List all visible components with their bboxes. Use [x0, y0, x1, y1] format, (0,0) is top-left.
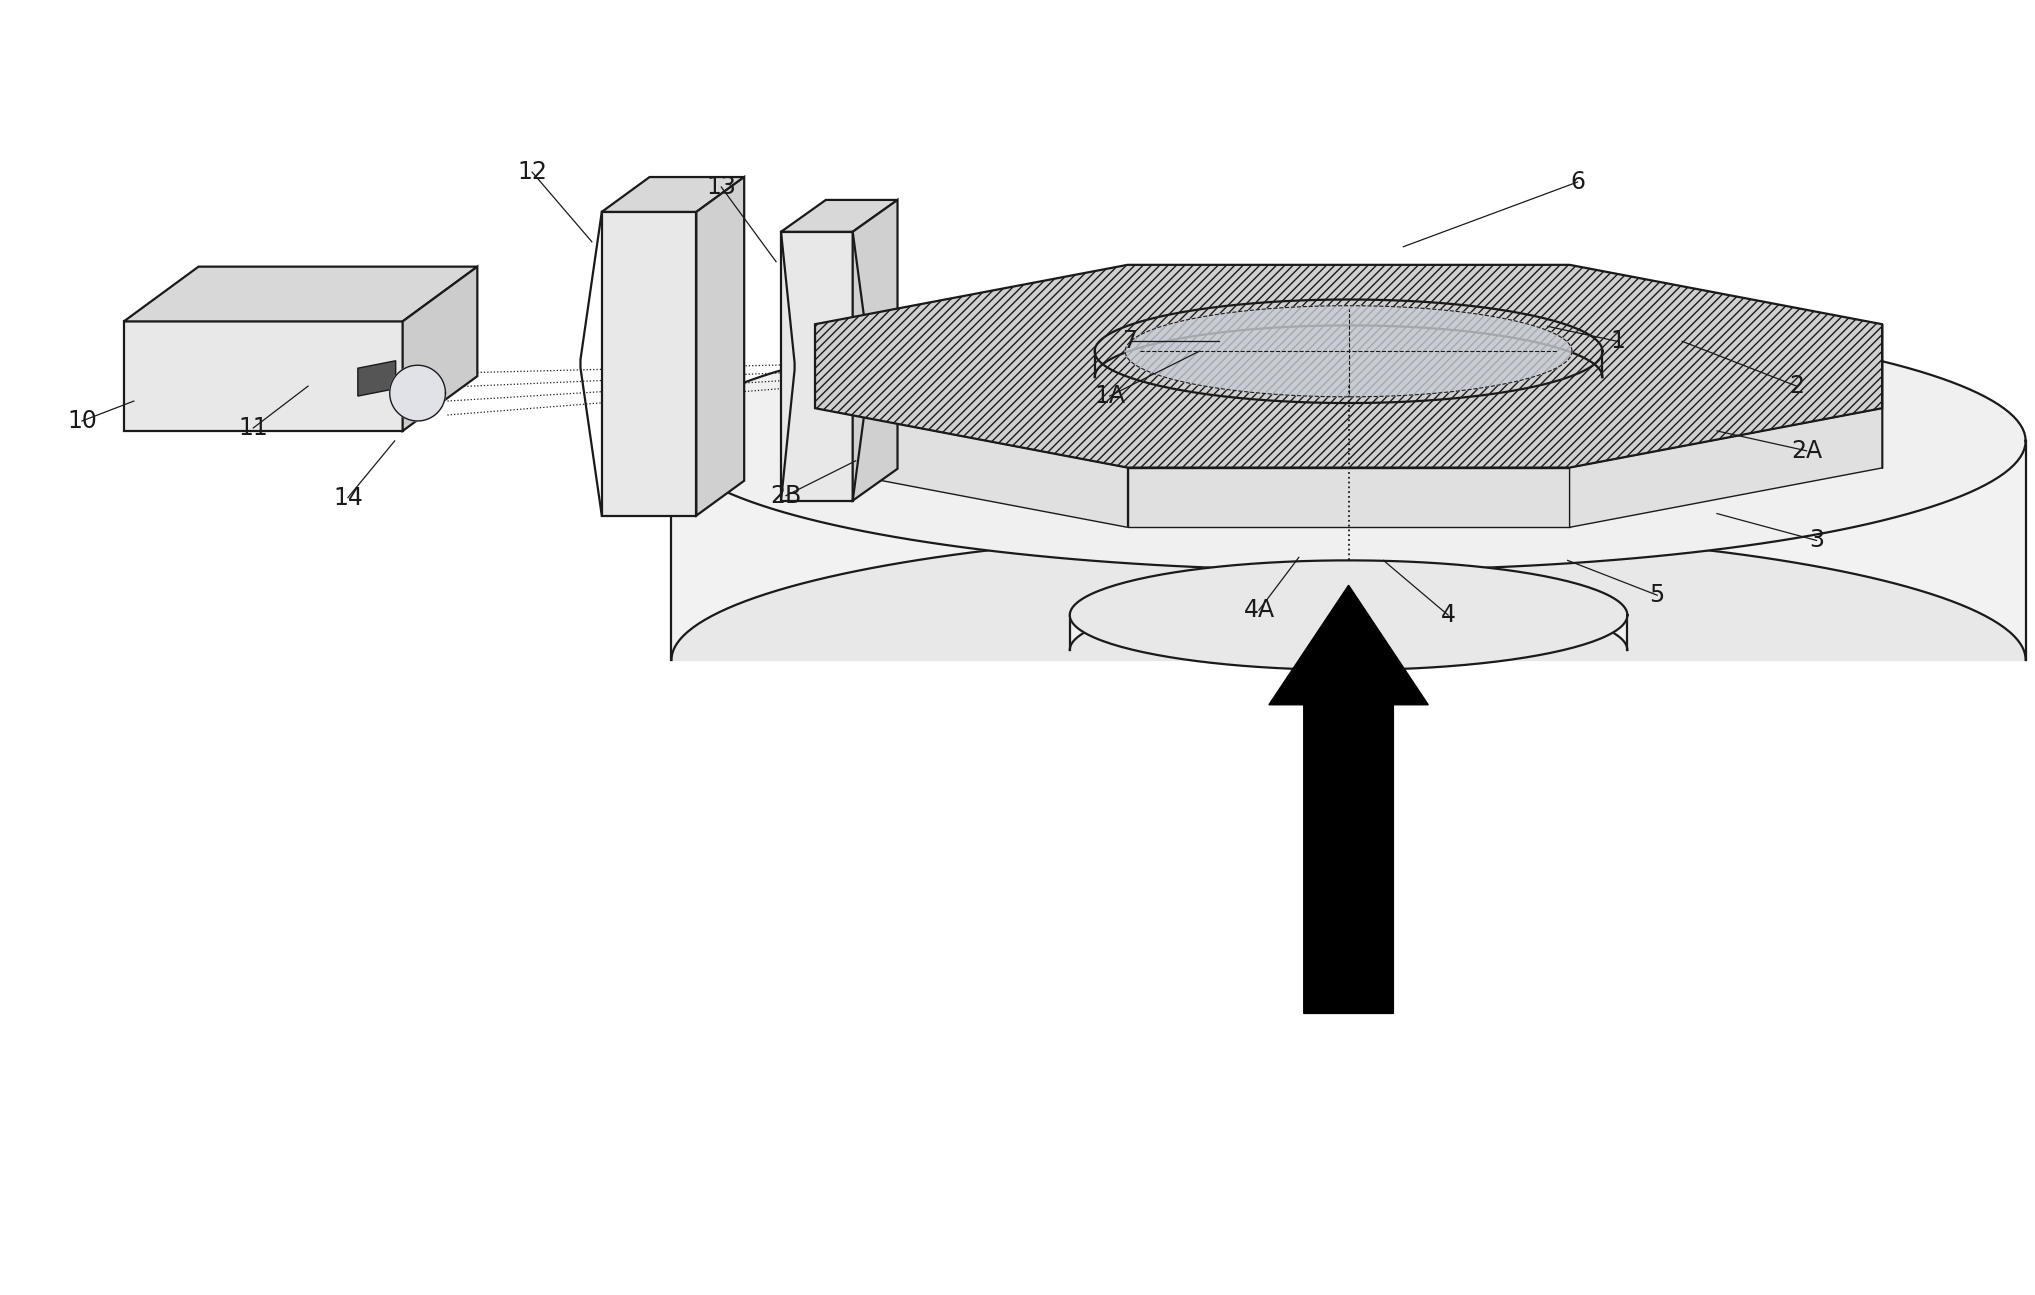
- Polygon shape: [124, 267, 478, 321]
- Polygon shape: [124, 321, 403, 431]
- Text: 2A: 2A: [1791, 439, 1821, 462]
- Text: 4A: 4A: [1243, 598, 1274, 622]
- Polygon shape: [602, 212, 696, 515]
- Text: 12: 12: [517, 161, 547, 184]
- Text: 1A: 1A: [1095, 385, 1125, 408]
- Text: 11: 11: [238, 416, 269, 440]
- FancyArrow shape: [1270, 585, 1429, 1014]
- Text: 14: 14: [334, 486, 362, 510]
- Polygon shape: [781, 232, 853, 501]
- Polygon shape: [853, 199, 897, 501]
- Text: 7: 7: [1121, 329, 1138, 354]
- Text: 2B: 2B: [771, 483, 802, 508]
- Polygon shape: [403, 267, 478, 431]
- Polygon shape: [816, 265, 1882, 467]
- Polygon shape: [672, 440, 2025, 660]
- Polygon shape: [672, 531, 2025, 660]
- Polygon shape: [1127, 467, 1569, 527]
- Text: 13: 13: [706, 175, 737, 199]
- Text: 4: 4: [1441, 603, 1455, 627]
- Polygon shape: [1070, 596, 1628, 650]
- Text: 3: 3: [1809, 528, 1823, 553]
- Polygon shape: [816, 408, 1127, 527]
- Text: 6: 6: [1571, 170, 1585, 194]
- Polygon shape: [781, 199, 897, 232]
- Polygon shape: [1125, 306, 1571, 396]
- Polygon shape: [672, 312, 2025, 570]
- Polygon shape: [1070, 561, 1628, 670]
- Text: 1: 1: [1610, 329, 1624, 354]
- Polygon shape: [1070, 615, 1628, 650]
- Text: 10: 10: [67, 409, 98, 433]
- Polygon shape: [391, 365, 446, 421]
- Polygon shape: [1569, 408, 1882, 527]
- Polygon shape: [602, 177, 745, 212]
- Text: 5: 5: [1650, 583, 1665, 607]
- Polygon shape: [358, 361, 395, 396]
- Text: 2: 2: [1789, 374, 1805, 398]
- Polygon shape: [696, 177, 745, 515]
